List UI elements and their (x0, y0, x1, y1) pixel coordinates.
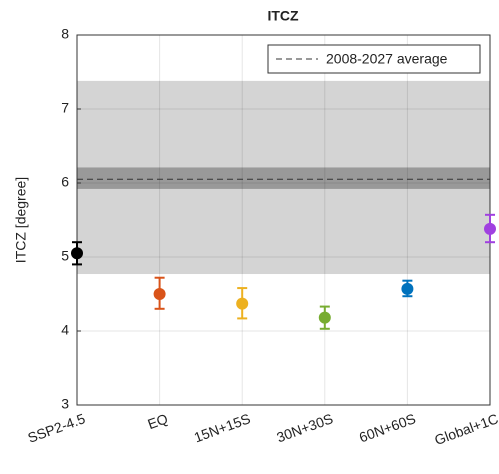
x-tick-label: 30N+30S (274, 410, 335, 445)
point (484, 222, 496, 235)
x-tick-label: 60N+60S (357, 410, 418, 445)
y-axis-label: ITCZ [degree] (13, 177, 29, 263)
x-tick-label: EQ (145, 410, 170, 432)
y-tick-label: 6 (61, 174, 69, 190)
y-tick-label: 3 (61, 396, 69, 412)
chart-title: ITCZ (267, 8, 299, 24)
point (236, 297, 249, 310)
point (153, 288, 166, 300)
legend-box (267, 44, 481, 74)
y-tick-label: 7 (61, 100, 69, 116)
inner-band (77, 167, 490, 189)
y-tick-label: 4 (61, 322, 69, 338)
point (71, 247, 83, 260)
legend-label: 2008-2027 average (326, 51, 448, 67)
y-tick-label: 5 (61, 248, 69, 264)
x-tick-label: Global+1C (432, 410, 499, 448)
x-tick-label: SSP2-4.5 (25, 410, 87, 446)
x-tick-label: 15N+15S (192, 410, 253, 445)
point (318, 311, 331, 324)
y-tick-label: 8 (61, 26, 69, 42)
point (401, 282, 414, 295)
